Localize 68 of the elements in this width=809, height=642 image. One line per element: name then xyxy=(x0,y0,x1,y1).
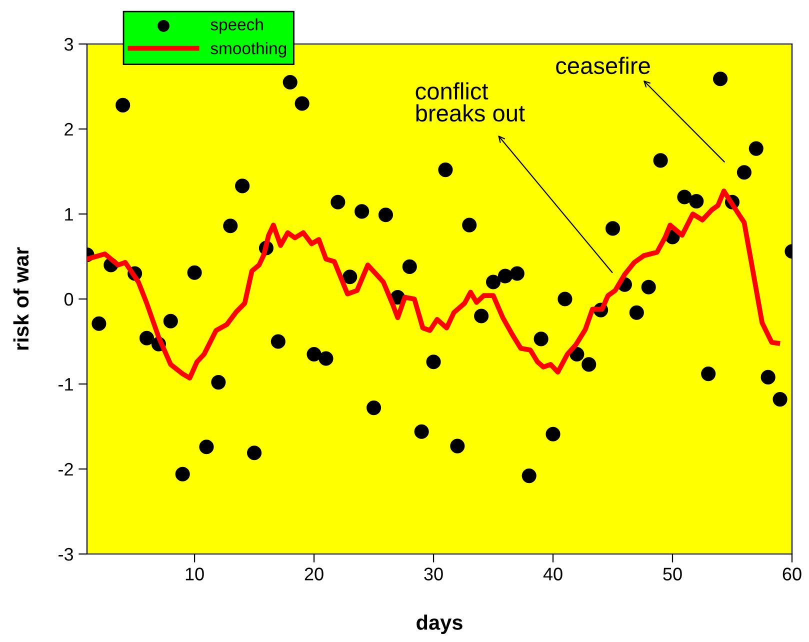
y-tick-label: -1 xyxy=(58,378,73,391)
point xyxy=(139,330,154,346)
point xyxy=(414,424,429,439)
point xyxy=(330,194,346,210)
point xyxy=(366,400,382,416)
point xyxy=(713,72,728,86)
point xyxy=(116,98,130,112)
point xyxy=(426,354,441,370)
annotation: ceasefire xyxy=(556,56,650,74)
point xyxy=(247,446,262,460)
point xyxy=(582,357,596,372)
y-tick-label: 2 xyxy=(64,122,73,136)
y-axis-title: risk of war xyxy=(13,247,29,350)
line-series xyxy=(87,188,780,380)
point xyxy=(474,308,489,324)
x-tick-label: 50 xyxy=(663,568,682,580)
point xyxy=(92,316,106,331)
text: speech xyxy=(210,18,263,34)
point xyxy=(223,218,238,234)
point xyxy=(546,426,560,442)
point xyxy=(402,259,417,274)
point xyxy=(282,74,298,90)
point xyxy=(462,218,477,232)
point xyxy=(438,162,453,178)
x-tick-label: 30 xyxy=(424,568,443,580)
x-axis-title: days xyxy=(416,614,462,634)
point xyxy=(653,153,668,168)
point xyxy=(306,346,322,362)
point xyxy=(748,141,764,156)
point xyxy=(677,190,692,204)
point xyxy=(772,392,788,407)
point xyxy=(510,266,524,281)
point xyxy=(163,314,178,328)
point xyxy=(270,334,286,349)
point xyxy=(318,351,334,366)
point xyxy=(486,274,501,290)
annotation: conflict breaks out xyxy=(416,82,525,122)
point xyxy=(342,270,358,284)
point xyxy=(605,221,620,236)
point xyxy=(701,366,716,382)
point xyxy=(760,370,776,384)
point xyxy=(175,466,190,482)
point xyxy=(294,96,310,111)
legend-label: smoothing xyxy=(210,42,286,58)
point xyxy=(641,280,656,294)
point xyxy=(534,332,548,346)
point xyxy=(354,204,370,219)
y-tick-label: 1 xyxy=(65,208,73,221)
point xyxy=(378,208,394,222)
point xyxy=(450,438,465,454)
point xyxy=(736,165,752,180)
x-tick-label: 40 xyxy=(543,568,562,580)
y-tick-label: 3 xyxy=(64,38,74,51)
point xyxy=(498,268,513,284)
y-tick-label: 0 xyxy=(64,292,74,306)
x-tick-label: 60 xyxy=(782,568,802,580)
point xyxy=(689,194,704,209)
point xyxy=(199,440,214,454)
point xyxy=(558,292,572,306)
point xyxy=(522,468,536,484)
x-tick-label: 20 xyxy=(304,568,324,580)
point xyxy=(211,375,226,390)
point xyxy=(235,178,250,194)
y-tick-label: -3 xyxy=(58,548,74,561)
x-tick-label: 10 xyxy=(186,568,204,580)
point xyxy=(187,265,202,280)
y-tick-label: -2 xyxy=(58,462,73,476)
point xyxy=(629,305,644,320)
